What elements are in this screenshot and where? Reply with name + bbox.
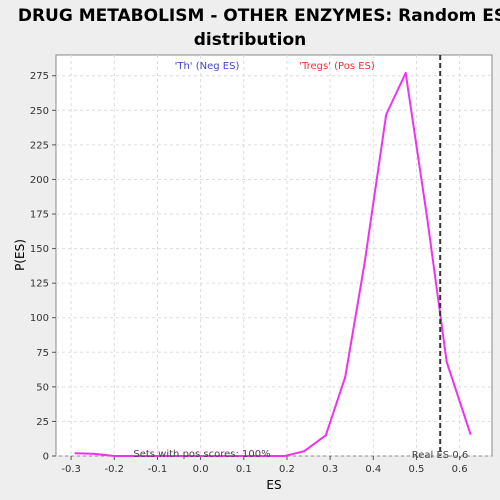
y-tick-label: 50 <box>36 382 49 393</box>
x-tick-label: 0.0 <box>193 464 209 475</box>
y-tick-label: 100 <box>30 313 49 324</box>
es-data-point <box>426 217 429 220</box>
y-tick-label: 125 <box>30 279 49 290</box>
es-data-point <box>93 452 96 455</box>
neg-es-label: 'Th' (Neg ES) <box>175 61 240 72</box>
y-tick-label: 175 <box>30 210 49 221</box>
axes: -0.3 -0.2 -0.1 0.0 0.1 0.2 0.3 0.4 0.5 0.6 0 25 50 75… <box>30 71 468 475</box>
plot-area <box>55 54 493 457</box>
y-tick-label: 25 <box>36 417 49 428</box>
es-distribution-line <box>75 72 472 457</box>
es-data-point <box>324 434 327 437</box>
x-tick-label: 0.1 <box>236 464 252 475</box>
x-tick-label: 0.6 <box>452 464 468 475</box>
x-axis-label: ES <box>266 478 281 492</box>
es-data-point <box>445 360 448 363</box>
series-layer <box>74 71 472 457</box>
x-tick-label: -0.2 <box>105 464 125 475</box>
x-tick-label: 0.4 <box>365 464 381 475</box>
es-data-point <box>74 452 77 455</box>
sets-with-pos-scores-label: Sets with pos scores: 100% <box>133 449 270 460</box>
es-data-point <box>134 455 137 457</box>
es-data-point <box>199 455 202 457</box>
y-tick-label: 225 <box>30 140 49 151</box>
es-data-point <box>303 450 306 453</box>
y-tick-label: 0 <box>43 452 49 463</box>
es-data-point <box>469 432 472 435</box>
es-data-point <box>113 455 116 457</box>
es-data-point <box>404 71 407 74</box>
es-data-point <box>178 455 181 457</box>
y-tick-label: 75 <box>36 348 49 359</box>
y-tick-label: 250 <box>30 106 49 117</box>
x-tick-label: -0.3 <box>61 464 81 475</box>
es-data-point <box>156 455 159 457</box>
x-tick-label: -0.1 <box>148 464 168 475</box>
chart-title-line-1: DRUG METABOLISM - OTHER ENZYMES: Random … <box>18 6 500 26</box>
es-data-point <box>264 455 267 457</box>
x-tick-label: 0.5 <box>409 464 425 475</box>
y-tick-label: 200 <box>30 175 49 186</box>
es-data-point <box>283 455 286 457</box>
y-axis-label: P(ES) <box>13 239 27 271</box>
es-data-point <box>242 455 245 457</box>
real-es-label: Real ES 0.6 <box>412 450 468 461</box>
es-data-point <box>221 455 224 457</box>
chart-title-line-2: distribution <box>194 30 306 50</box>
y-tick-label: 275 <box>30 71 49 82</box>
es-data-point <box>344 376 347 379</box>
x-tick-label: 0.3 <box>322 464 338 475</box>
x-tick-label: 0.2 <box>279 464 295 475</box>
grid <box>56 55 492 457</box>
es-data-point <box>363 261 366 264</box>
y-tick-label: 150 <box>30 244 49 255</box>
pos-es-label: 'Tregs' (Pos ES) <box>299 61 375 72</box>
es-data-point <box>385 113 388 116</box>
